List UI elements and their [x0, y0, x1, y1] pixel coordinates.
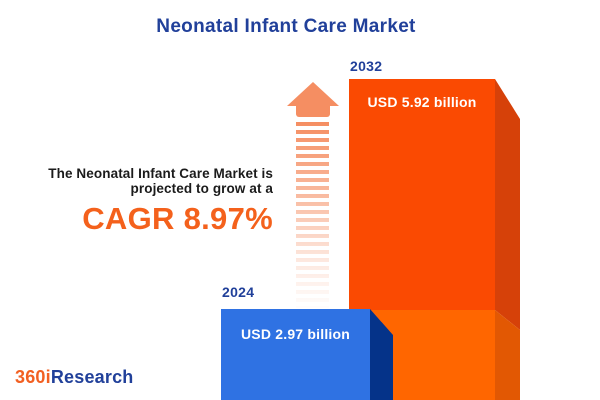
- tagline-line2: projected to grow at a: [130, 180, 273, 196]
- bar-2032-front-upper: [349, 79, 495, 310]
- bar-2032-side-upper: [495, 79, 520, 330]
- value-label-2032: USD 5.92 billion: [367, 94, 477, 110]
- tagline-block: The Neonatal Infant Care Market is proje…: [10, 166, 273, 236]
- bar-2032-side-lower: [495, 310, 520, 400]
- year-label-2024: 2024: [222, 284, 255, 300]
- tagline-line1: The Neonatal Infant Care Market is: [48, 166, 273, 181]
- brand-logo: 360iResearch: [15, 367, 134, 388]
- cagr-text: CAGR 8.97%: [82, 201, 273, 236]
- growth-arrow-stripes: [296, 122, 329, 308]
- year-label-2032: 2032: [350, 58, 383, 74]
- brand-logo-research: Research: [50, 367, 134, 387]
- bar-2024-front: [221, 309, 370, 400]
- bar-2024-side: [370, 309, 393, 400]
- value-label-2024: USD 2.97 billion: [241, 326, 350, 342]
- brand-logo-360i: 360i: [15, 367, 51, 387]
- page-title: Neonatal Infant Care Market: [156, 16, 416, 37]
